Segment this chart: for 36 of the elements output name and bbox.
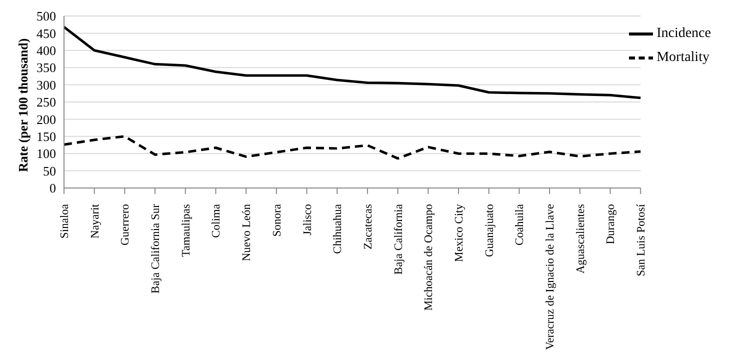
x-tick-label: Durango <box>605 204 618 244</box>
y-tick-label: 300 <box>36 77 56 92</box>
y-tick-label: 0 <box>50 180 56 196</box>
x-tick-label: Guerrero <box>120 204 132 246</box>
x-tick-label: Sonora <box>271 204 284 237</box>
y-tick-label: 250 <box>36 94 56 110</box>
x-tick-label: Nayarit <box>89 203 102 238</box>
x-tick-label: Guanajuato <box>484 204 496 258</box>
y-axis-title: Rate (per 100 thousand) <box>16 38 31 172</box>
x-tick-label: Baja California <box>392 204 405 275</box>
y-tick-label: 200 <box>36 112 56 127</box>
x-tick-label: Coahuila <box>514 204 526 246</box>
x-tick-label: Aguascalientes <box>574 203 587 274</box>
line-series <box>62 135 642 160</box>
y-tick-label: 150 <box>36 129 56 144</box>
y-tick-label: 50 <box>43 163 56 178</box>
x-tick-label: Baja California Sur <box>150 204 162 294</box>
x-tick-label: Sinaloa <box>59 204 71 238</box>
legend-label: Incidence <box>656 26 711 42</box>
x-tick-label: Colima <box>210 204 223 238</box>
y-tick-label: 450 <box>36 26 56 41</box>
y-tick-label: 400 <box>36 43 56 58</box>
x-tick-label: Nuevo León <box>241 204 254 262</box>
x-tick-label: Jalisco <box>302 204 314 236</box>
line-series <box>62 26 642 100</box>
x-tick-label: Veracruz de Ignacio de la Llave <box>544 204 557 350</box>
x-tick-label: Zacatecas <box>362 203 374 250</box>
x-tick-label: Mexico City <box>454 204 466 262</box>
x-tick-label: Tamaulipas <box>180 203 192 257</box>
x-tick-label: San Luis Potosí <box>636 203 648 276</box>
x-tick-label: Michoacán de Ocampo <box>423 204 436 311</box>
x-tick-label: Chihuahua <box>332 204 344 254</box>
legend-label: Mortality <box>656 50 710 66</box>
y-tick-label: 350 <box>36 60 56 76</box>
y-tick-label: 100 <box>36 146 56 162</box>
y-tick-label: 500 <box>36 8 56 24</box>
